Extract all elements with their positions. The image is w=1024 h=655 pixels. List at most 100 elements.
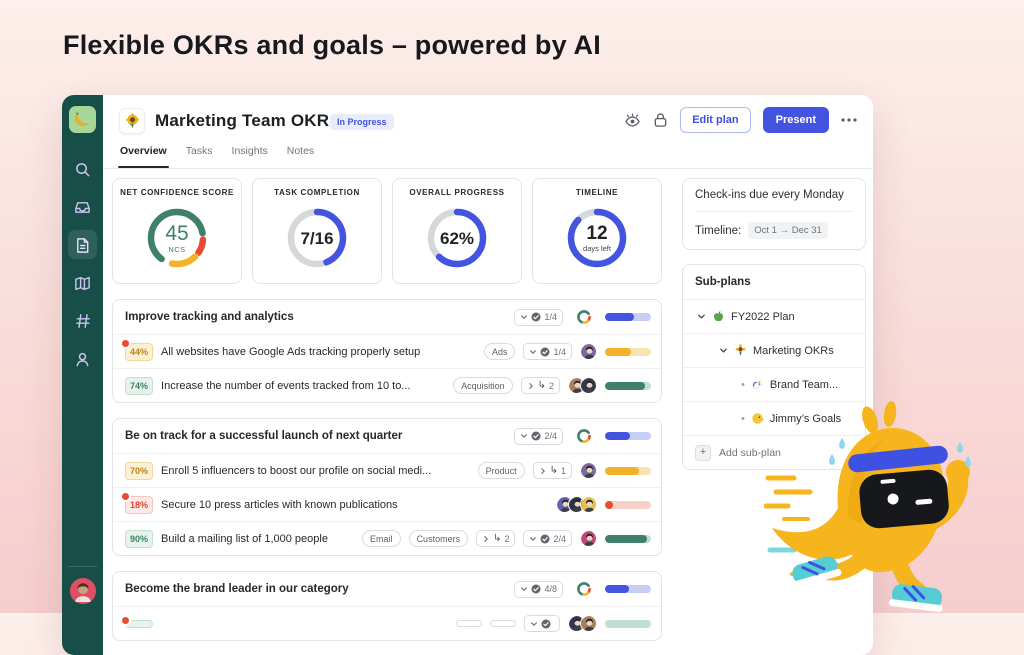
- subplan-item-fy2022[interactable]: FY2022 Plan: [683, 299, 865, 333]
- key-result-row[interactable]: 74% Increase the number of events tracked…: [113, 368, 661, 402]
- key-result-title: Secure 10 press articles with known publ…: [161, 498, 398, 511]
- tag-pill[interactable]: Ads: [483, 343, 516, 360]
- task-progress-chip[interactable]: [524, 615, 560, 632]
- user-avatar[interactable]: [70, 578, 96, 604]
- subgoal-count-chip[interactable]: ↳ 2: [520, 377, 560, 394]
- key-result-row[interactable]: 90% Build a mailing list of 1,000 people E…: [113, 521, 661, 555]
- apple-icon: [713, 311, 724, 322]
- subplans-title: Sub-plans: [695, 276, 751, 288]
- channels-hash-icon[interactable]: [62, 304, 103, 338]
- chevron-right-icon: [540, 467, 545, 474]
- search-icon[interactable]: [62, 152, 103, 186]
- chevron-down-icon: [720, 348, 727, 353]
- stat-value: 62%: [439, 228, 475, 248]
- bullet: •: [741, 378, 745, 391]
- overdue-dot: [122, 492, 129, 500]
- avatar: [580, 530, 597, 547]
- timeline-label: Timeline:: [695, 224, 742, 237]
- documents-icon[interactable]: [62, 228, 103, 262]
- more-options-icon[interactable]: [841, 118, 857, 122]
- key-result-row[interactable]: [113, 606, 661, 640]
- tab-overview[interactable]: Overview: [118, 145, 169, 168]
- task-progress-chip[interactable]: 2/4: [514, 427, 563, 445]
- objective-row[interactable]: Become the brand leader in our category 4…: [113, 572, 661, 606]
- assignee-avatars: [580, 343, 597, 360]
- status-badge: In Progress: [330, 114, 394, 130]
- key-result-row[interactable]: 44% All websites have Google Ads tracking…: [113, 334, 661, 368]
- tag-pill[interactable]: Product: [477, 462, 525, 479]
- subgoal-count-chip[interactable]: ↳ 1: [532, 462, 572, 479]
- tab-bar: Overview Tasks Insights Notes: [103, 145, 873, 169]
- subplan-item-marketing-okrs[interactable]: Marketing OKRs: [683, 333, 865, 367]
- okr-section: Become the brand leader in our category 4…: [112, 571, 662, 641]
- stat-subvalue: NCS: [168, 244, 186, 254]
- key-result-title: Enroll 5 influencers to boost our profil…: [161, 464, 432, 477]
- confidence-donut-icon: [577, 429, 591, 443]
- subplan-item-brand-team[interactable]: • Brand Team...: [683, 367, 865, 401]
- task-progress-chip[interactable]: 2/4: [523, 530, 572, 547]
- confidence-donut-icon: [577, 310, 591, 324]
- map-icon[interactable]: [62, 266, 103, 300]
- banana-mascot-illustration: [764, 401, 971, 612]
- tag-pill[interactable]: [456, 620, 482, 627]
- left-sidebar: [62, 95, 103, 655]
- progress-bar: [605, 432, 651, 440]
- tag-pill[interactable]: Customers: [408, 530, 469, 547]
- chevron-down-icon: [521, 587, 528, 591]
- objective-title: Improve tracking and analytics: [125, 311, 294, 323]
- progress-bar: [605, 381, 651, 390]
- stat-overall-progress: OVERALL PROGRESS 62%: [392, 178, 522, 284]
- assignee-avatars: [580, 530, 597, 547]
- subplan-label: Brand Team...: [769, 378, 839, 391]
- edit-plan-button[interactable]: Edit plan: [680, 107, 751, 133]
- task-progress-chip[interactable]: 1/4: [514, 308, 563, 326]
- stat-label: TIMELINE: [575, 188, 619, 197]
- chevron-right-icon: [528, 382, 533, 389]
- stat-value: 7/16: [300, 228, 334, 248]
- tag-pill[interactable]: Acquisition: [453, 377, 513, 394]
- tag-pill[interactable]: Email: [362, 530, 401, 547]
- key-result-title: Build a mailing list of 1,000 people: [161, 532, 328, 545]
- stat-net-confidence-score: NET CONFIDENCE SCORE 45 NCS: [112, 178, 242, 284]
- confidence-indicator: [576, 581, 592, 597]
- avatar: [580, 377, 597, 394]
- overdue-dot: [122, 339, 129, 347]
- stat-subvalue: days left: [583, 243, 611, 253]
- confidence-indicator: [576, 428, 592, 444]
- key-result-row[interactable]: 70% Enroll 5 influencers to boost our pro…: [113, 453, 661, 487]
- watch-eye-icon[interactable]: [624, 113, 641, 128]
- tab-insights[interactable]: Insights: [231, 145, 268, 157]
- avatar: [580, 615, 597, 632]
- subgoal-count-chip[interactable]: ↳ 2: [476, 530, 516, 547]
- subplans-card: Sub-plans FY2022 Plan Marketing OKRs •: [682, 264, 866, 470]
- objective-row[interactable]: Be on track for a successful launch of n…: [113, 419, 661, 453]
- app-logo-banana-icon[interactable]: [69, 106, 96, 133]
- check-circle-icon: [531, 584, 541, 594]
- plan-header: Marketing Team OKRs In Progress Edit pla…: [103, 95, 873, 145]
- progress-bar: [605, 534, 651, 543]
- confidence-indicator: [576, 309, 592, 325]
- lock-icon[interactable]: [653, 112, 668, 128]
- key-result-row[interactable]: 18% Secure 10 press articles with known p…: [113, 487, 661, 521]
- objective-row[interactable]: Improve tracking and analytics 1/4: [113, 300, 661, 334]
- tag-pill[interactable]: [490, 620, 516, 627]
- chick-icon: [752, 413, 764, 424]
- task-progress-chip[interactable]: 1/4: [523, 343, 572, 360]
- stat-timeline: TIMELINE 12 days left: [532, 178, 662, 284]
- tab-tasks[interactable]: Tasks: [185, 145, 213, 157]
- tab-notes[interactable]: Notes: [286, 145, 315, 157]
- assignee-avatars: [568, 615, 597, 632]
- add-subplan-button[interactable]: + Add sub-plan: [683, 435, 865, 469]
- task-progress-chip[interactable]: 4/8: [514, 580, 563, 598]
- subplan-item-jimmys-goals[interactable]: • Jimmy’s Goals: [683, 401, 865, 435]
- people-icon[interactable]: [62, 342, 103, 376]
- chevron-down-icon: [698, 314, 705, 319]
- assignee-avatars: [568, 377, 597, 394]
- progress-bar: [605, 619, 651, 628]
- chevron-down-icon: [521, 434, 528, 438]
- chevron-down-icon: [530, 349, 537, 354]
- okr-list: Improve tracking and analytics 1/4 44% All …: [112, 299, 662, 641]
- progress-bar: [605, 500, 651, 509]
- inbox-icon[interactable]: [62, 190, 103, 224]
- present-button[interactable]: Present: [762, 107, 829, 133]
